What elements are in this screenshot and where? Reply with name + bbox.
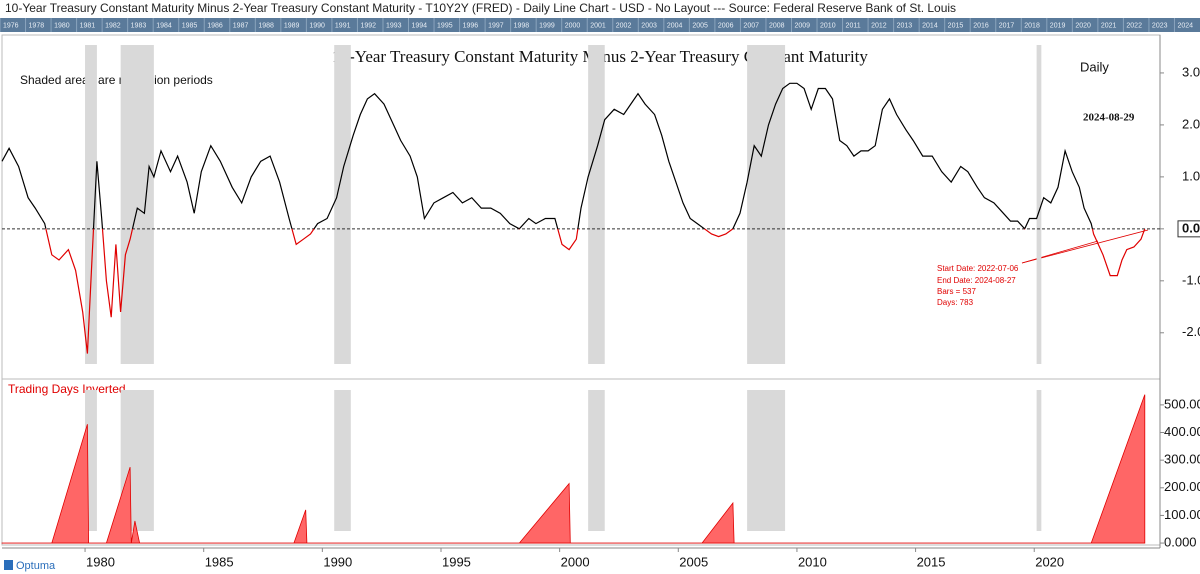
strip-label[interactable]: 1999 <box>539 22 555 29</box>
recession-band <box>85 390 97 531</box>
recession-band <box>334 390 351 531</box>
x-tick-label: 2015 <box>917 554 946 569</box>
y-tick-label: 400.00 <box>1164 424 1200 439</box>
x-tick-label: 1985 <box>205 554 234 569</box>
recession-band <box>334 45 351 364</box>
strip-label[interactable]: 1991 <box>335 22 351 29</box>
inverted-days-area <box>1 394 1146 544</box>
strip-label[interactable]: 1982 <box>105 22 121 29</box>
strip-label[interactable]: 2015 <box>948 22 964 29</box>
strip-label[interactable]: 1976 <box>3 22 19 29</box>
recession-band <box>747 390 786 531</box>
recession-band <box>747 45 786 364</box>
strip-label[interactable]: 2022 <box>1126 22 1142 29</box>
recession-note: Shaded areas are recession periods <box>20 73 213 87</box>
timeline-strip[interactable] <box>0 18 1200 32</box>
strip-label[interactable]: 2023 <box>1152 22 1168 29</box>
logo-icon <box>4 560 13 570</box>
y-tick-label: 100.00 <box>1164 507 1200 522</box>
strip-label[interactable]: 2002 <box>616 22 632 29</box>
strip-label[interactable]: 1985 <box>182 22 198 29</box>
x-tick-label: 1995 <box>442 554 471 569</box>
strip-label[interactable]: 2018 <box>1024 22 1040 29</box>
x-tick-label: 1980 <box>86 554 115 569</box>
strip-label[interactable]: 2021 <box>1101 22 1117 29</box>
strip-label[interactable]: 1986 <box>207 22 223 29</box>
inversion-days: Days: 783 <box>937 298 974 307</box>
y-tick-label: 1.00 <box>1182 168 1200 183</box>
strip-label[interactable]: 1987 <box>233 22 249 29</box>
y-tick-label: 500.00 <box>1164 396 1200 411</box>
y-tick-label: 0.000 <box>1164 535 1197 550</box>
strip-label[interactable]: 1992 <box>360 22 376 29</box>
strip-label[interactable]: 2001 <box>590 22 606 29</box>
x-tick-label: 2010 <box>798 554 827 569</box>
recession-band <box>85 45 97 364</box>
y-tick-label: 2.00 <box>1182 116 1200 131</box>
y-tick-label: -2.00 <box>1182 324 1200 339</box>
strip-label[interactable]: 1994 <box>412 22 428 29</box>
recession-band <box>120 45 154 364</box>
strip-label[interactable]: 2016 <box>973 22 989 29</box>
strip-label[interactable]: 1996 <box>463 22 479 29</box>
strip-label[interactable]: 2012 <box>871 22 887 29</box>
strip-label[interactable]: 1995 <box>437 22 453 29</box>
strip-label[interactable]: 1988 <box>258 22 274 29</box>
strip-label[interactable]: 2006 <box>718 22 734 29</box>
strip-label[interactable]: 2024 <box>1177 22 1193 29</box>
strip-label[interactable]: 2010 <box>820 22 836 29</box>
annotation-line <box>1021 229 1149 264</box>
strip-label[interactable]: 1980 <box>54 22 70 29</box>
strip-label[interactable]: 1978 <box>29 22 45 29</box>
y-tick-label: 300.00 <box>1164 452 1200 467</box>
strip-label[interactable]: 2003 <box>641 22 657 29</box>
strip-label[interactable]: 1998 <box>514 22 530 29</box>
x-tick-label: 2005 <box>679 554 708 569</box>
inversion-end: End Date: 2024-08-27 <box>937 276 1016 285</box>
x-tick-label: 2000 <box>561 554 590 569</box>
strip-label[interactable]: 2008 <box>769 22 785 29</box>
strip-label[interactable]: 2017 <box>999 22 1015 29</box>
header-text: 10-Year Treasury Constant Maturity Minus… <box>5 1 956 15</box>
y-tick-label: 3.00 <box>1182 64 1200 79</box>
recession-band <box>588 390 605 531</box>
strip-label[interactable]: 2004 <box>667 22 683 29</box>
panel-title: Trading Days Inverted <box>8 382 126 396</box>
strip-label[interactable]: 1990 <box>309 22 325 29</box>
strip-label[interactable]: 1984 <box>156 22 172 29</box>
y-tick-label: 200.00 <box>1164 479 1200 494</box>
strip-label[interactable]: 2020 <box>1075 22 1091 29</box>
strip-label[interactable]: 2009 <box>794 22 810 29</box>
frequency-label: Daily <box>1080 59 1109 74</box>
recession-band <box>1036 390 1042 531</box>
strip-label[interactable]: 2011 <box>846 22 861 29</box>
x-tick-label: 1990 <box>323 554 352 569</box>
strip-label[interactable]: 1997 <box>488 22 504 29</box>
recession-band <box>588 45 605 364</box>
x-tick-label: 2020 <box>1035 554 1064 569</box>
strip-label[interactable]: 2005 <box>692 22 708 29</box>
spread-line <box>1 82 1145 229</box>
inversion-bars: Bars = 537 <box>937 287 976 296</box>
strip-label[interactable]: 1993 <box>386 22 402 29</box>
strip-label[interactable]: 2007 <box>743 22 759 29</box>
strip-label[interactable]: 2000 <box>565 22 581 29</box>
y-tick-label: -1.00 <box>1182 272 1200 287</box>
strip-label[interactable]: 1981 <box>80 22 96 29</box>
date-label: 2024-08-29 <box>1083 112 1135 124</box>
strip-label[interactable]: 1989 <box>284 22 300 29</box>
inversion-start: Start Date: 2022-07-06 <box>937 264 1019 273</box>
logo: Optuma <box>16 560 56 572</box>
strip-label[interactable]: 2013 <box>897 22 913 29</box>
strip-label[interactable]: 2014 <box>922 22 938 29</box>
current-value-box <box>1177 220 1200 238</box>
strip-label[interactable]: 1983 <box>131 22 147 29</box>
y-tick-label: 0.00 <box>1182 220 1200 235</box>
strip-label[interactable]: 2019 <box>1050 22 1066 29</box>
recession-band <box>1036 45 1042 364</box>
